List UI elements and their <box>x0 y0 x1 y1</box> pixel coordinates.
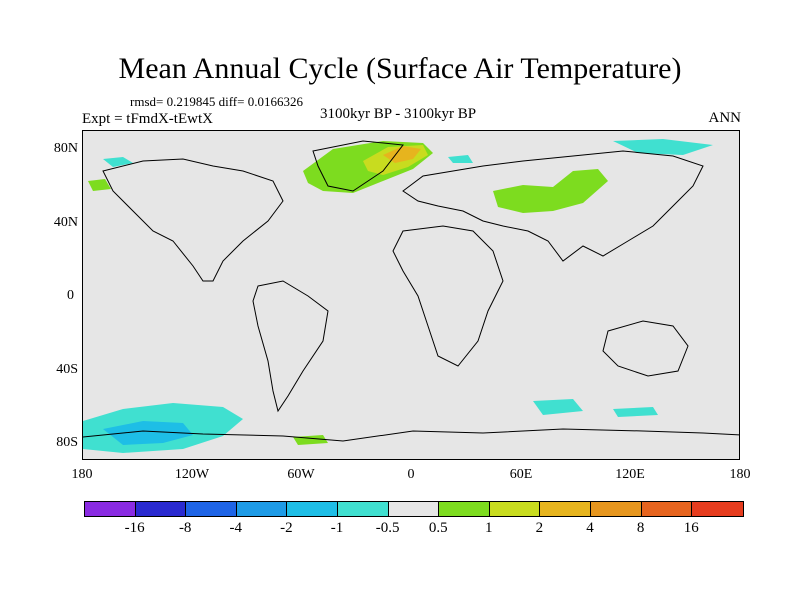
colorbar-cell <box>236 502 288 516</box>
colorbar-cell <box>135 502 187 516</box>
x-label-120e: 120E <box>615 467 645 482</box>
coast-australia <box>602 320 689 377</box>
x-label-0: 0 <box>407 467 415 482</box>
period-label: 3100kyr BP - 3100kyr BP <box>320 106 477 122</box>
patch-alaska-green <box>88 179 111 191</box>
coast-africa <box>392 225 504 367</box>
colorbar-cell <box>641 502 693 516</box>
colorbar-label: -1 <box>330 520 344 536</box>
colorbar-label: 16 <box>683 520 699 536</box>
colorbar-label: -0.5 <box>375 520 400 536</box>
x-label-120w: 120W <box>174 467 210 482</box>
colorbar-cell <box>186 502 237 516</box>
patch-arctic-cyan-right <box>613 139 713 155</box>
y-label-40s: 40S <box>56 362 78 377</box>
patch-east-antarctic-cyan <box>613 407 658 417</box>
patch-weddell-green <box>293 435 328 445</box>
colorbar-label: 8 <box>636 520 645 536</box>
colorbar-label: 4 <box>586 520 594 536</box>
colorbar-cell <box>692 502 743 516</box>
coast-north-america <box>102 158 284 282</box>
colorbar-cell <box>85 502 136 516</box>
colorbar-label: -2 <box>280 520 293 536</box>
colorbar-cell <box>489 502 541 516</box>
colorbar-cell <box>287 502 338 516</box>
colorbar-cell <box>540 502 591 516</box>
x-label-60w: 60W <box>287 467 315 482</box>
y-label-40n: 40N <box>53 215 78 230</box>
x-label-180-right: 180 <box>729 467 751 482</box>
y-label-0: 0 <box>67 288 74 303</box>
patch-indian-ocean-cyan <box>533 399 583 415</box>
coast-europe-asia <box>402 150 704 262</box>
experiment-label: Expt = tFmdX-tEwtX <box>82 111 213 127</box>
figure-title: Mean Annual Cycle (Surface Air Temperatu… <box>118 52 682 85</box>
colorbar-label: 1 <box>485 520 493 536</box>
coast-south-america <box>252 280 329 413</box>
coast-greenland <box>312 140 404 192</box>
colorbar-label: -8 <box>178 520 192 536</box>
colorbar-cell <box>439 502 490 516</box>
colorbar-label: 2 <box>535 520 544 536</box>
y-label-80s: 80S <box>56 435 78 450</box>
x-label-60e: 60E <box>509 467 533 482</box>
rmsd-diff-stats: rmsd= 0.219845 diff= 0.0166326 <box>130 94 303 109</box>
colorbar-label: -16 <box>124 520 145 536</box>
patch-siberia-green <box>493 169 608 213</box>
colorbar-label: 0.5 <box>428 520 448 536</box>
season-label: ANN <box>708 110 742 126</box>
anomaly-patches <box>83 139 713 453</box>
patch-antarctic-blue <box>103 421 193 445</box>
map-canvas <box>83 139 739 453</box>
colorbar-cell <box>590 502 642 516</box>
coast-antarctica <box>83 428 739 442</box>
colorbar-label: -4 <box>229 520 243 536</box>
colorbar-cell <box>337 502 389 516</box>
patch-arctic-cyan-left <box>103 157 133 167</box>
patch-arctic-cyan-center <box>448 155 473 163</box>
x-label-180-left: 180 <box>71 467 93 482</box>
colorbar-cell <box>388 502 440 516</box>
coastlines <box>83 140 739 442</box>
world-map <box>82 130 740 460</box>
y-label-80n: 80N <box>53 141 78 156</box>
colorbar <box>84 501 744 517</box>
